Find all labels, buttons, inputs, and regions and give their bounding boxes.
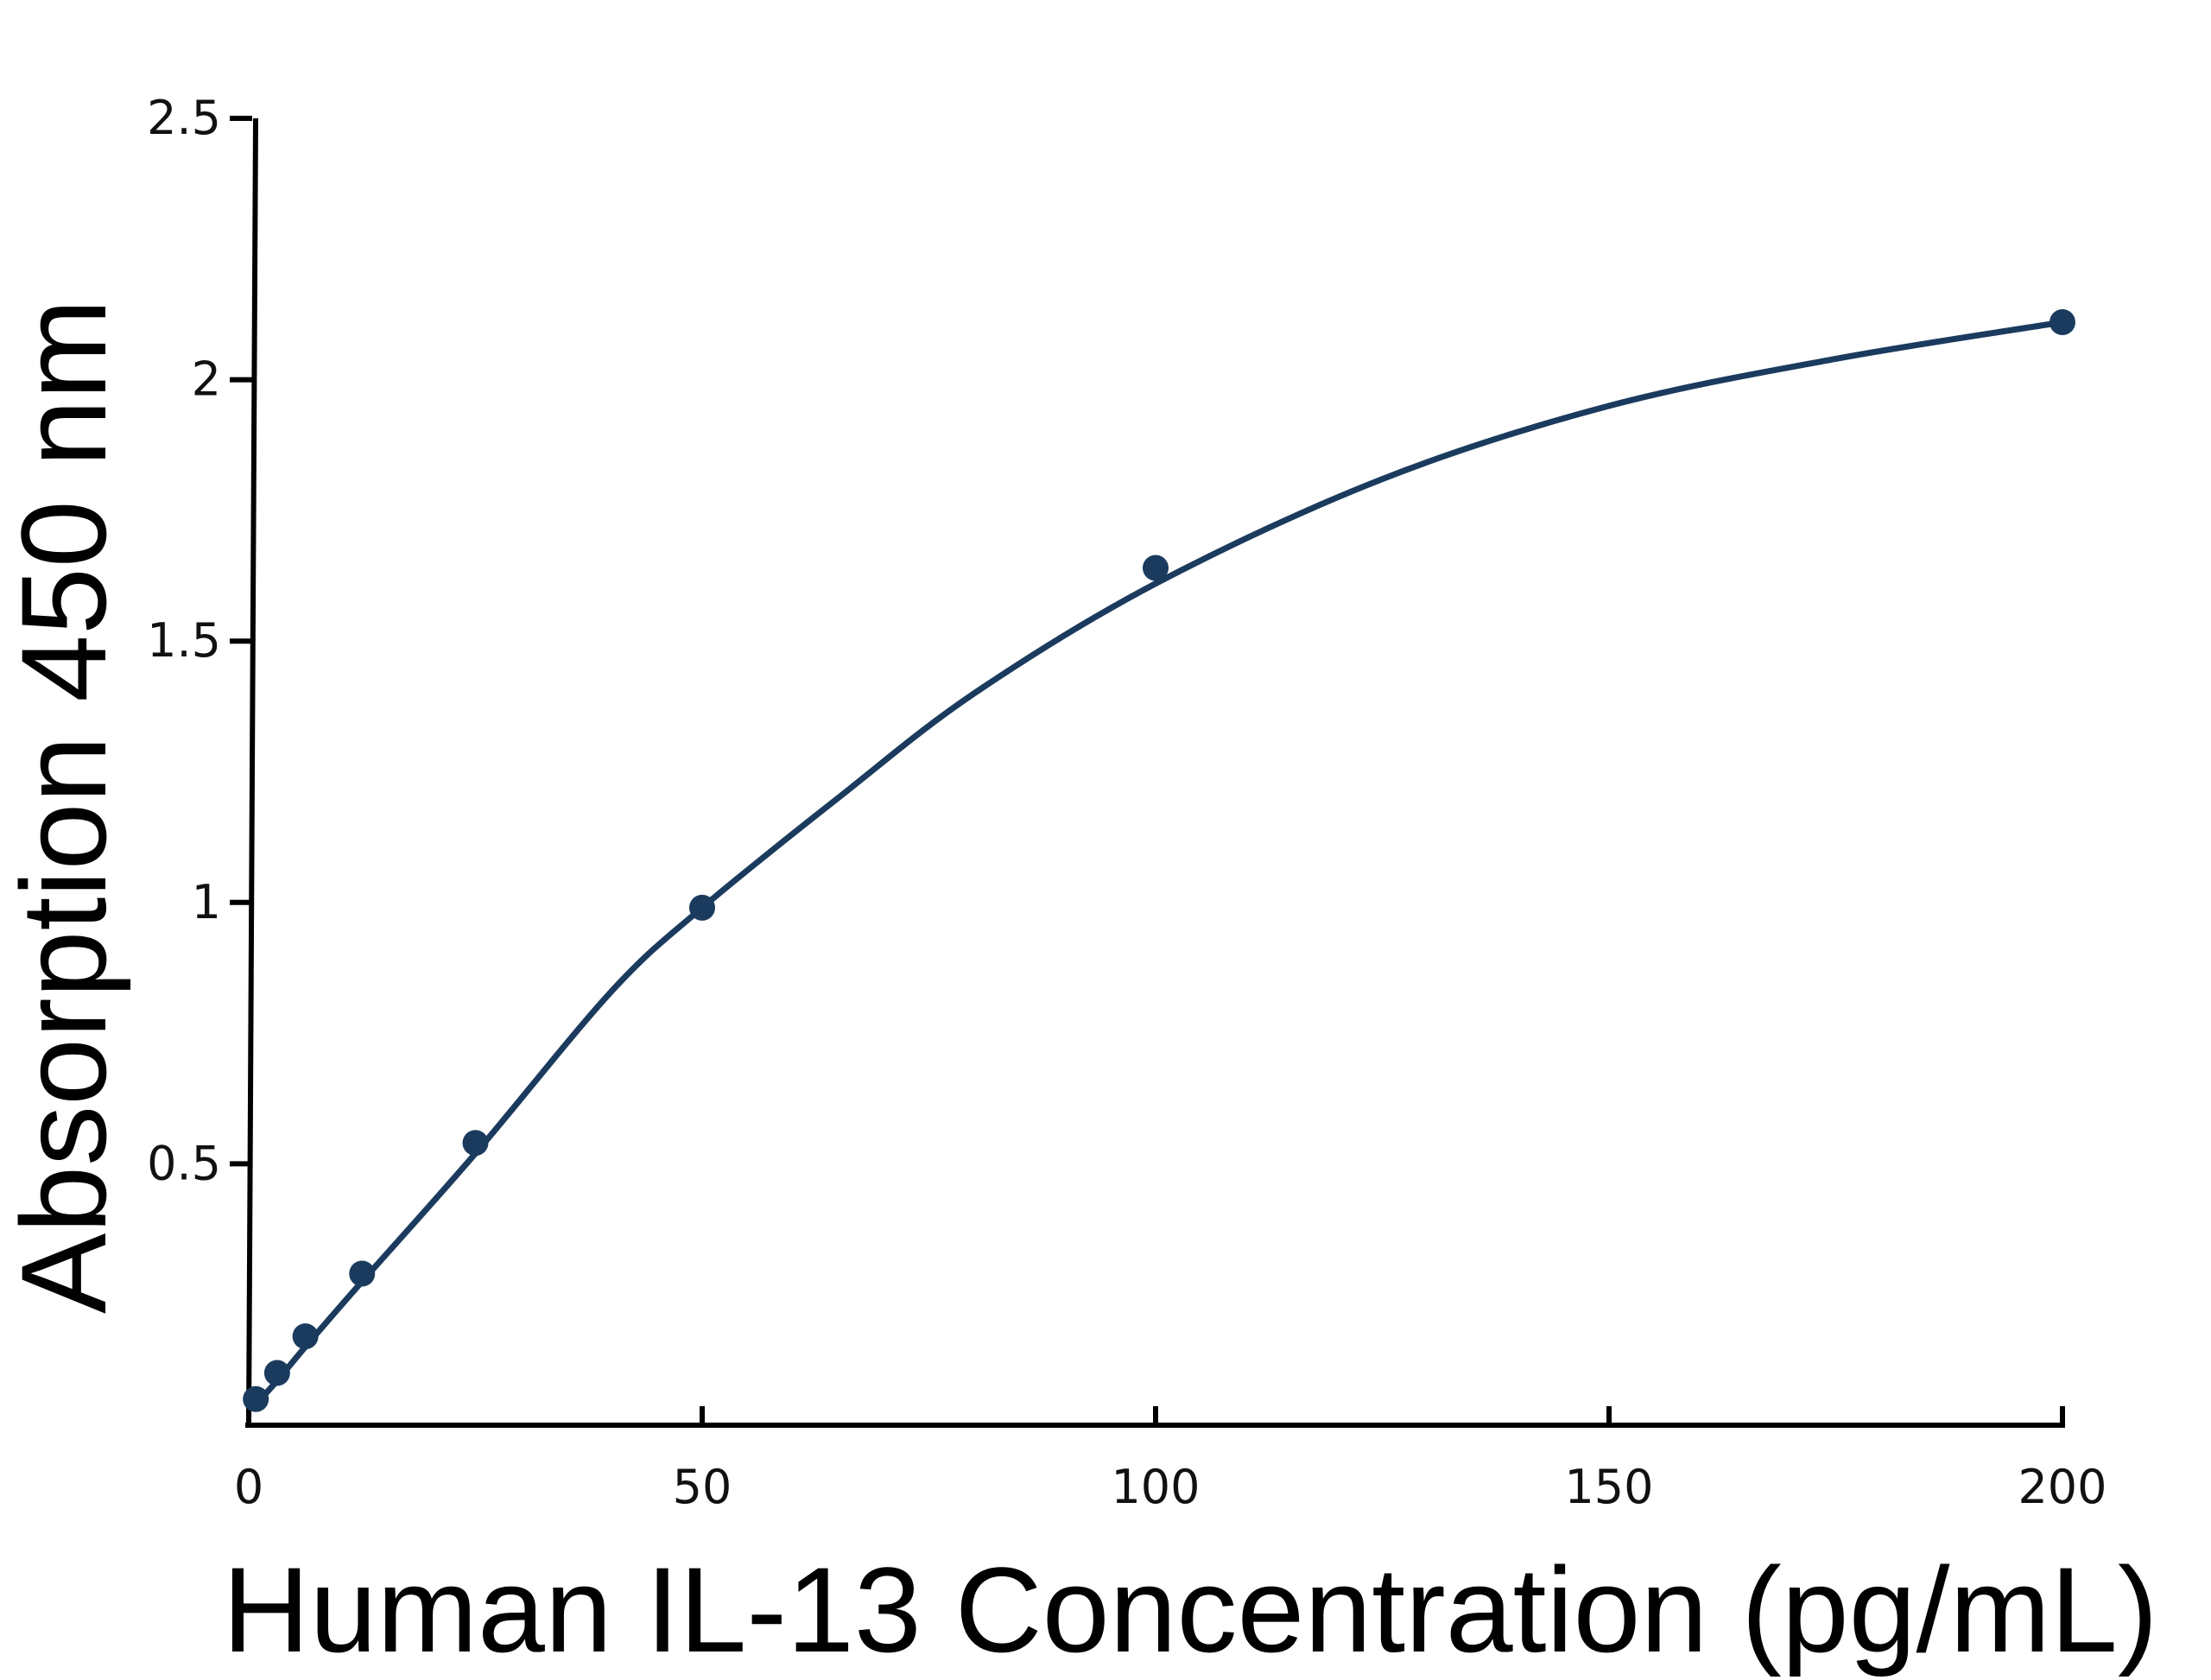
data-point — [1143, 555, 1169, 581]
data-point — [349, 1260, 376, 1287]
data-point — [263, 1360, 290, 1386]
data-point — [2049, 309, 2075, 336]
data-point — [292, 1323, 319, 1350]
y-tick-label: 0.5 — [147, 1136, 221, 1190]
y-axis-line — [246, 117, 258, 1426]
fit-curve-layer — [252, 319, 2066, 1408]
data-point — [462, 1130, 489, 1157]
y-tick-label: 1 — [192, 875, 221, 929]
data-points — [243, 309, 2075, 1412]
x-tick-label: 200 — [2018, 1460, 2106, 1514]
x-axis-title: Human IL-13 Concentration (pg/mL) — [222, 1542, 2157, 1677]
data-point — [243, 1385, 269, 1412]
fit-curve — [252, 319, 2066, 1408]
y-tick-label: 2.5 — [147, 91, 221, 145]
y-tick-label: 1.5 — [147, 613, 221, 668]
axes — [245, 117, 2065, 1428]
y-axis-title: Absorption 450 nm — [0, 299, 131, 1314]
data-point — [689, 894, 715, 921]
x-tick-label: 100 — [1111, 1460, 1200, 1514]
y-tick-label: 2 — [192, 352, 221, 407]
x-tick-label: 50 — [673, 1460, 732, 1514]
x-tick-label: 0 — [234, 1460, 263, 1514]
ticks: 0 50 100 150 200 0.5 1 1.5 2 2.5 — [147, 91, 2106, 1514]
x-tick-label: 150 — [1564, 1460, 1653, 1514]
